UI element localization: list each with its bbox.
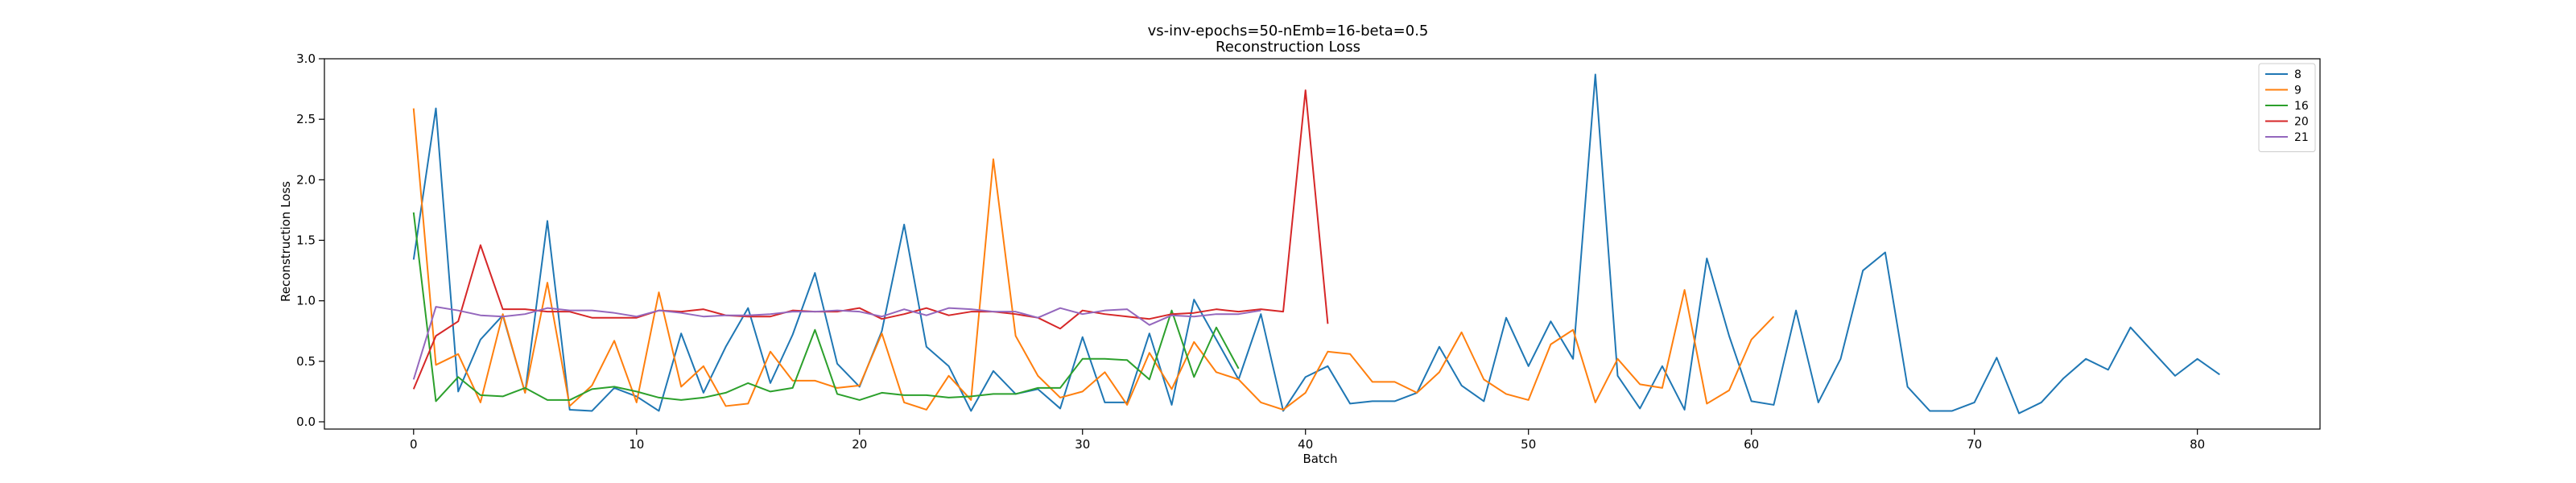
y-tick-label: 3.0: [296, 52, 316, 66]
series-line-21: [412, 306, 1261, 380]
x-tick-label: 10: [629, 437, 644, 452]
plot-series-group: [412, 73, 2220, 415]
x-tick-label: 0: [410, 437, 418, 452]
y-tick-label: 0.5: [296, 354, 316, 369]
legend: 8 9 16 20 21: [2258, 63, 2316, 152]
y-tick-label: 1.5: [296, 233, 316, 247]
y-axis-label: Reconstruction Loss: [279, 181, 293, 302]
legend-box: [2258, 63, 2316, 152]
axis-ticks-group: 0 10 20 30 40 50 60 70 80 0.0 0.5 1.0 1.5 2.0 2.5 3.0: [296, 52, 2205, 452]
chart-subtitle: Reconstruction Loss: [1216, 39, 1360, 56]
series-line-16: [412, 212, 1240, 402]
x-axis-label: Batch: [1302, 452, 1337, 466]
x-tick-label: 20: [852, 437, 867, 452]
x-tick-label: 60: [1744, 437, 1759, 452]
x-tick-label: 30: [1075, 437, 1090, 452]
y-tick-label: 2.0: [296, 172, 316, 187]
y-tick-label: 0.0: [296, 415, 316, 429]
legend-label-20: 20: [2294, 116, 2309, 129]
chart-title: vs-inv-epochs=50-nEmb=16-beta=0.5: [1148, 23, 1429, 39]
x-tick-label: 40: [1298, 437, 1313, 452]
series-line-9: [412, 108, 1775, 411]
legend-label-21: 21: [2294, 131, 2309, 144]
y-tick-label: 1.0: [296, 294, 316, 308]
legend-label-9: 9: [2294, 85, 2301, 97]
plot-frame: [324, 58, 2321, 430]
x-tick-label: 50: [1521, 437, 1536, 452]
x-tick-label: 80: [2190, 437, 2205, 452]
legend-label-16: 16: [2294, 100, 2309, 113]
legend-label-8: 8: [2294, 68, 2301, 81]
x-tick-label: 70: [1967, 437, 1982, 452]
y-tick-label: 2.5: [296, 112, 316, 126]
